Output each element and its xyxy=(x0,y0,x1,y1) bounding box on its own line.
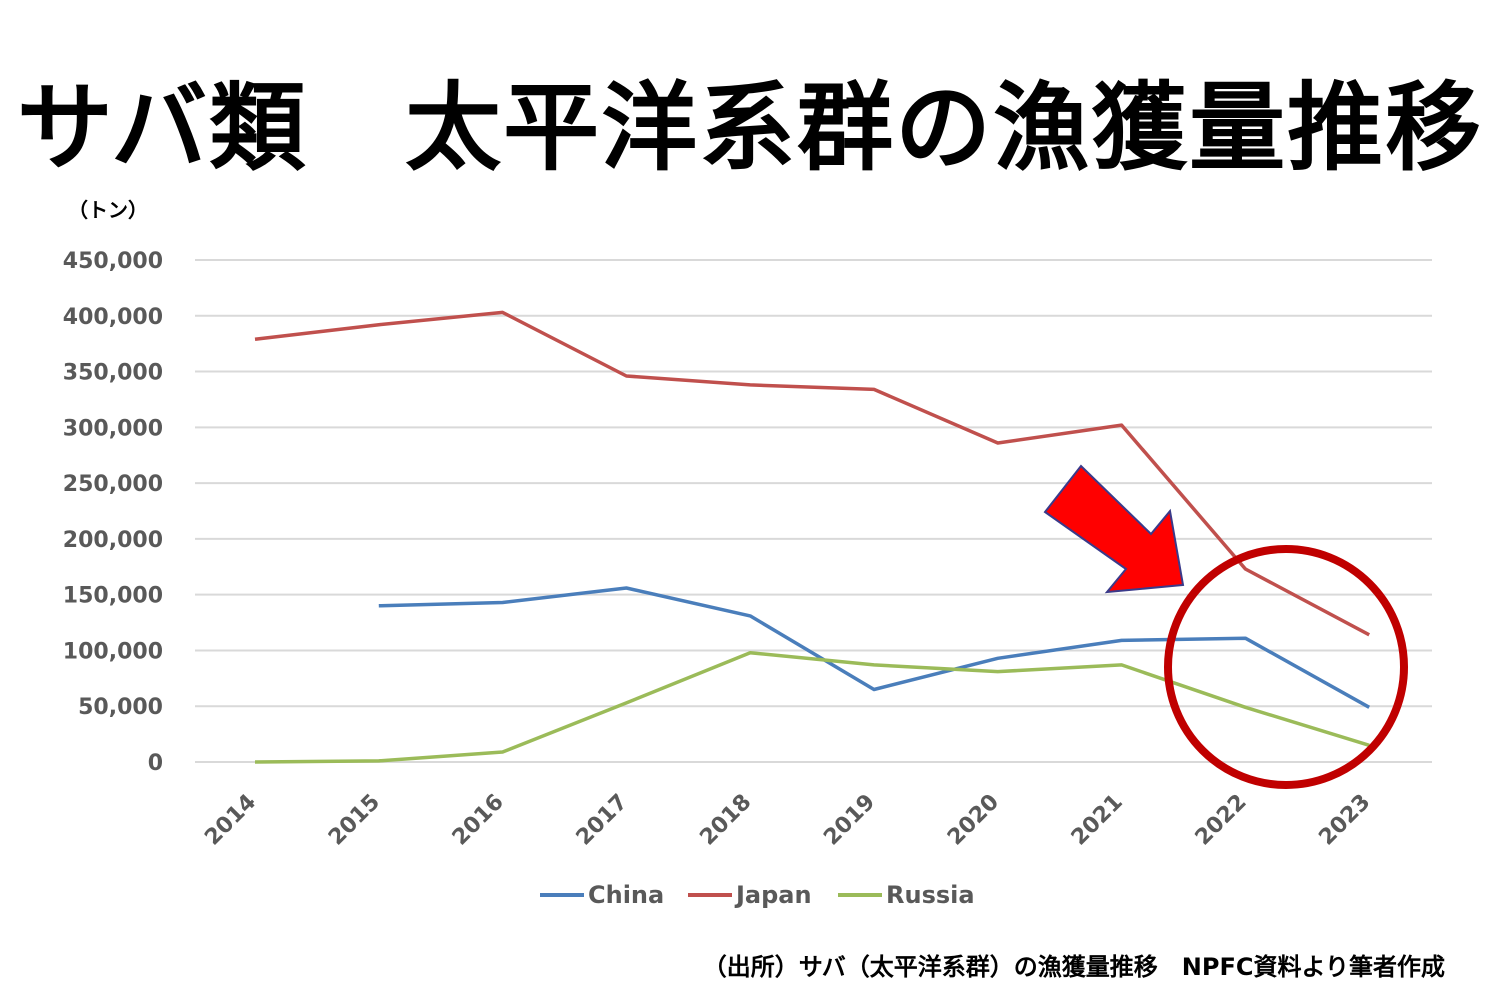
y-tick-label: 50,000 xyxy=(78,695,163,720)
y-tick-label: 200,000 xyxy=(63,528,163,553)
source-note: （出所）サバ（太平洋系群）の漁獲量推移 NPFC資料より筆者作成 xyxy=(702,953,1445,981)
y-tick-label: 400,000 xyxy=(63,305,163,330)
series-line-japan xyxy=(254,310,1371,637)
y-tick-label: 0 xyxy=(148,751,163,776)
legend-label-japan: Japan xyxy=(734,881,812,909)
x-tick-label: 2023 xyxy=(1314,790,1375,851)
x-tick-label: 2017 xyxy=(572,790,633,851)
x-tick-label: 2015 xyxy=(324,790,385,851)
x-tick-label: 2019 xyxy=(819,790,880,851)
y-tick-label: 300,000 xyxy=(63,416,163,441)
x-tick-label: 2016 xyxy=(448,790,509,851)
series-line-china xyxy=(378,586,1371,709)
x-tick-label: 2022 xyxy=(1191,790,1252,851)
legend: China Japan Russia xyxy=(540,881,975,909)
y-tick-label: 350,000 xyxy=(63,361,163,386)
y-unit-label: （トン） xyxy=(68,198,148,222)
x-tick-label: 2014 xyxy=(200,790,261,851)
x-axis-ticks: 2014 2015 2016 2017 2018 2019 2020 2021 2022 2023 xyxy=(200,790,1375,851)
series-lines xyxy=(254,310,1371,764)
x-tick-label: 2021 xyxy=(1067,790,1128,851)
series-line-russia xyxy=(254,650,1370,764)
y-tick-label: 100,000 xyxy=(63,639,163,664)
x-tick-label: 2020 xyxy=(943,790,1004,851)
y-axis-ticks: 0 50,000 100,000 150,000 200,000 250,000 300,0… xyxy=(63,249,163,776)
highlight-circle xyxy=(1164,545,1408,789)
legend-label-russia: Russia xyxy=(886,881,975,909)
annotations xyxy=(1043,464,1408,789)
highlight-arrow xyxy=(1043,464,1185,594)
legend-label-china: China xyxy=(588,881,664,909)
x-tick-label: 2018 xyxy=(695,790,756,851)
page-title: サバ類 太平洋系群の漁獲量推移 xyxy=(16,72,1484,184)
gridlines xyxy=(195,259,1432,763)
y-tick-label: 150,000 xyxy=(63,584,163,609)
y-tick-label: 250,000 xyxy=(63,472,163,497)
y-tick-label: 450,000 xyxy=(63,249,163,274)
